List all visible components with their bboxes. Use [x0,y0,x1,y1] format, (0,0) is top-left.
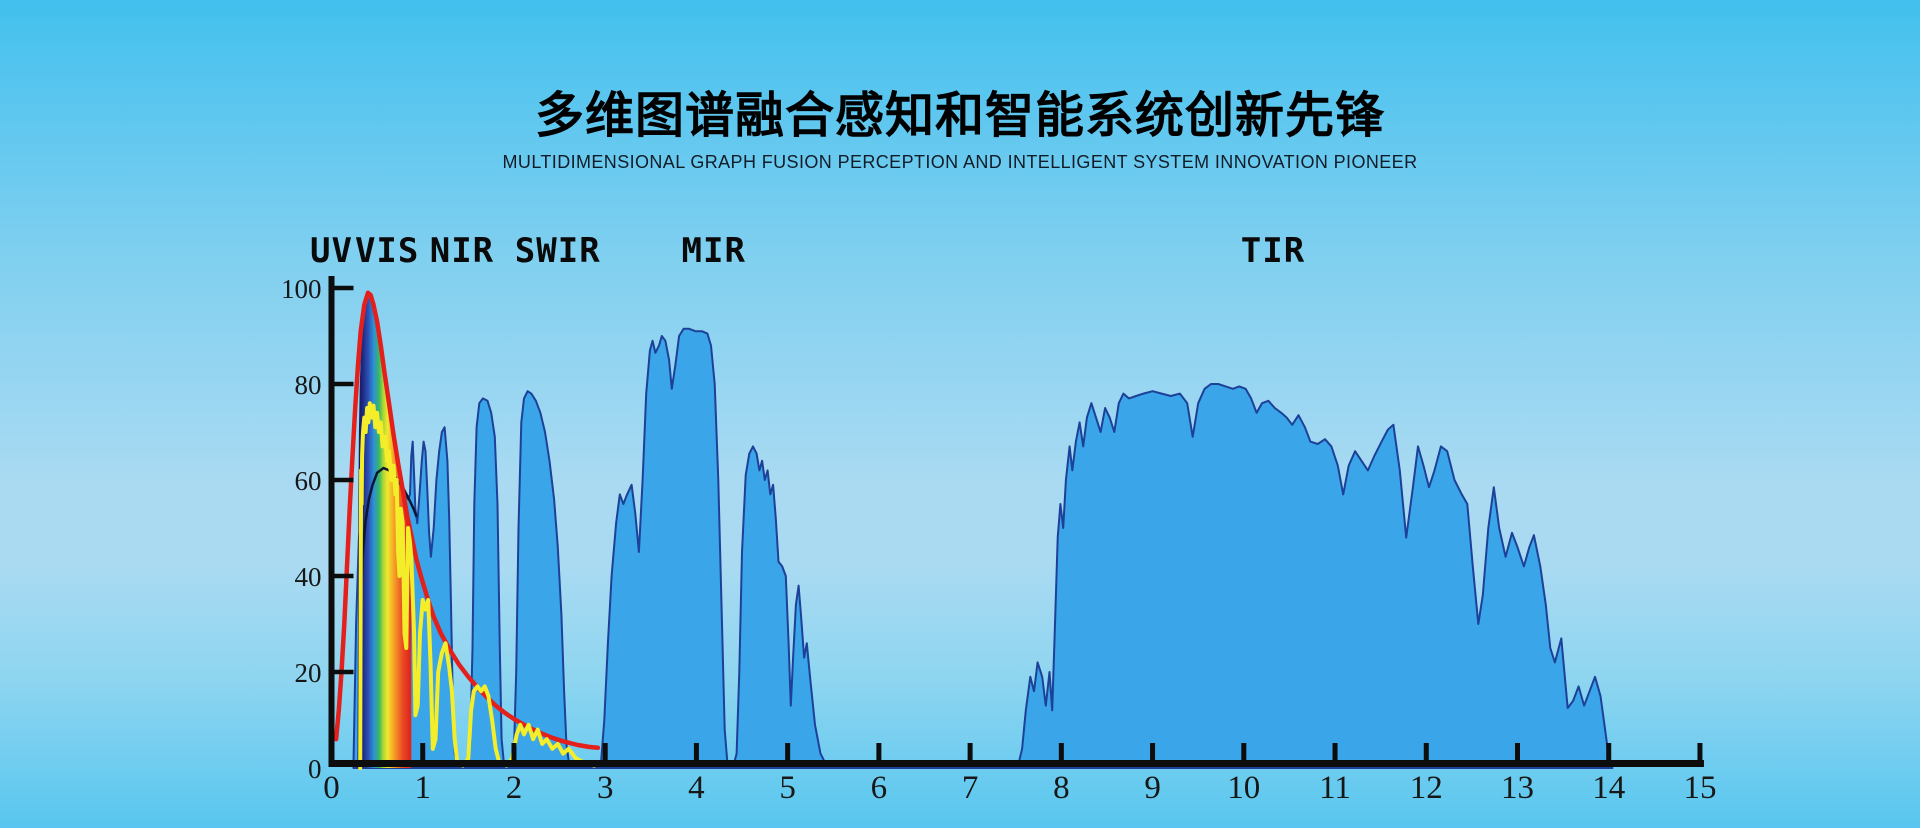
y-tick-label: 80 [295,370,322,400]
x-tick-label: 6 [871,770,888,806]
x-tick-label: 4 [688,770,705,806]
x-tick-label: 3 [597,770,614,806]
page-title: 多维图谱融合感知和智能系统创新先锋 [534,89,1385,143]
x-tick-label: 14 [1592,770,1625,806]
page-subtitle: MULTIDIMENSIONAL GRAPH FUSION PERCEPTION… [502,152,1418,172]
x-tick-label: 8 [1053,770,1070,806]
y-tick-label: 100 [281,274,322,304]
x-tick-label: 0 [323,770,340,806]
y-tick-label: 40 [295,562,322,592]
y-tick-label: 60 [295,466,322,496]
x-tick-label: 2 [506,770,523,806]
x-tick-label: 11 [1319,770,1351,806]
y-tick-label: 20 [295,658,322,688]
x-tick-label: 15 [1683,770,1716,806]
x-tick-label: 1 [414,770,431,806]
x-tick-label: 10 [1227,770,1260,806]
x-tick-label: 7 [962,770,979,806]
scattered-radiation-dome [358,466,418,626]
band-label-tir: TIR [1241,231,1305,271]
x-tick-label: 5 [779,770,796,806]
x-tick-label: 9 [1144,770,1161,806]
band-label-swir: SWIR [515,231,601,271]
x-tick-label: 12 [1410,770,1443,806]
y-tick-label: 0 [308,754,322,784]
surface-solar-spectrum [358,401,597,770]
band-label-uv: UV [310,231,353,271]
band-label-vis: VIS [355,231,419,271]
x-tick-label: 13 [1501,770,1534,806]
atmospheric-transmission-windows [352,327,1614,769]
band-label-mir: MIR [682,231,746,271]
band-label-nir: NIR [430,231,494,271]
